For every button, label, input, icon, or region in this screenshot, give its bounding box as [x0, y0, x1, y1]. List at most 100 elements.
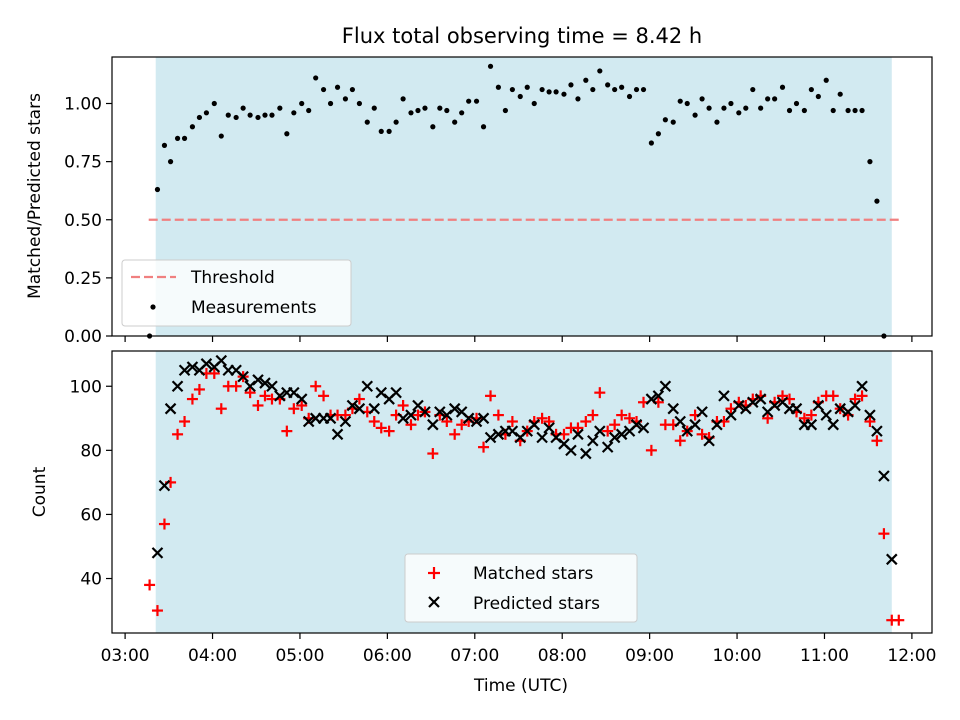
- matched-star-point: [296, 399, 308, 411]
- measurement-point: [867, 159, 873, 165]
- predicted-star-point: [689, 418, 701, 431]
- matched-legend-label: Matched stars: [473, 564, 593, 584]
- threshold-legend-label: Threshold: [190, 268, 275, 288]
- matched-star-point: [456, 419, 468, 431]
- measurements-legend-swatch: [150, 304, 156, 310]
- predicted-star-point: [536, 431, 548, 444]
- x-tick-label: 10:00: [713, 646, 762, 666]
- predicted-star-point: [601, 441, 614, 453]
- predicted-star-point: [274, 390, 286, 402]
- matched-star-point: [674, 435, 686, 447]
- measurement-point: [662, 117, 668, 123]
- y-tick-label: 1.00: [64, 95, 102, 115]
- matched-legend-swatch: [428, 567, 440, 579]
- x-tick-label: 12:00: [887, 646, 936, 666]
- predicted-star-point: [696, 406, 708, 418]
- matched-star-point: [645, 444, 657, 456]
- measurement-point: [299, 100, 305, 107]
- predicted-star-point: [346, 399, 359, 412]
- predicted-star-point: [339, 415, 352, 428]
- measurement-point: [480, 124, 487, 130]
- measurement-point: [277, 105, 283, 111]
- measurement-point: [823, 77, 829, 83]
- predicted-star-point: [492, 428, 505, 441]
- measurement-point: [430, 124, 436, 130]
- predicted-star-point: [608, 431, 621, 444]
- measurement-point: [452, 119, 458, 125]
- x-tick-label: 09:00: [625, 646, 674, 666]
- measurement-point: [161, 142, 168, 148]
- measurement-point: [349, 86, 356, 93]
- measurement-point: [706, 105, 712, 111]
- measurement-point: [255, 114, 261, 121]
- x-tick-label: 08:00: [538, 646, 587, 666]
- predicted-star-point: [361, 380, 374, 393]
- measurement-point: [612, 86, 618, 93]
- measurement-point: [539, 86, 545, 93]
- predicted-star-point: [252, 374, 264, 386]
- predicted-star-point: [484, 431, 497, 444]
- predicted-star-point: [827, 418, 839, 431]
- matched-star-point: [805, 409, 817, 421]
- measurement-point: [830, 107, 836, 114]
- measurement-point: [736, 110, 742, 116]
- measurement-point: [262, 112, 268, 118]
- measurement-point: [386, 128, 392, 134]
- measurement-point: [371, 105, 377, 111]
- matched-star-point: [172, 428, 184, 440]
- measurement-point: [342, 96, 349, 102]
- top-legend: Threshold Measurements: [121, 259, 352, 327]
- measurement-point: [459, 110, 465, 116]
- matched-star-point: [368, 416, 380, 427]
- measurement-point: [422, 105, 428, 111]
- measurement-point: [233, 114, 239, 121]
- predicted-star-point: [754, 393, 767, 405]
- measurement-point: [605, 82, 611, 88]
- matched-star-point: [594, 387, 606, 399]
- predicted-star-point: [733, 399, 745, 412]
- predicted-star-point: [186, 361, 199, 373]
- x-tick-label: 11:00: [800, 646, 849, 666]
- measurement-point: [561, 91, 567, 97]
- measurement-point: [655, 131, 661, 137]
- measurement-point: [626, 93, 633, 100]
- measurement-point: [167, 159, 174, 165]
- measurement-point: [154, 186, 161, 193]
- matched-star-point: [375, 422, 387, 434]
- measurement-point: [648, 140, 654, 146]
- measurements-legend-label: Measurements: [191, 298, 317, 318]
- predicted-star-point: [790, 402, 803, 415]
- measurement-point: [356, 100, 362, 107]
- predicted-star-point: [259, 377, 271, 389]
- predicted-star-point: [711, 418, 723, 431]
- measurement-point: [334, 84, 341, 90]
- matched-star-point: [864, 416, 876, 427]
- predicted-star-point: [543, 422, 555, 434]
- matched-star-point: [798, 412, 810, 424]
- measurement-point: [765, 96, 771, 102]
- measurement-point: [590, 86, 596, 93]
- measurement-point: [699, 96, 705, 102]
- measurement-point: [793, 100, 800, 107]
- measurement-point: [444, 107, 450, 114]
- measurement-point: [670, 119, 676, 125]
- matched-star-point: [506, 416, 518, 427]
- matched-star-point: [405, 419, 417, 431]
- top-panel: 0.00 0.25 0.50 0.75 1.00 Matched/Predicted s…: [25, 56, 933, 347]
- matched-star-point: [449, 428, 461, 440]
- predicted-star-point: [565, 444, 577, 457]
- measurement-point: [437, 105, 443, 111]
- measurement-point: [487, 63, 494, 69]
- matched-star-point: [849, 393, 861, 405]
- predicted-star-point: [856, 380, 868, 393]
- matched-star-point: [427, 448, 439, 460]
- matched-star-point: [536, 412, 548, 424]
- matched-star-point: [492, 409, 504, 421]
- measurement-point: [313, 75, 319, 81]
- top-x-ticks: [124, 336, 913, 342]
- predicted-star-point: [667, 402, 680, 415]
- bottom-x-ticks: 03:00 04:00 05:00 06:00 07:00 08:00 09:00 10:00…: [101, 633, 936, 666]
- predicted-star-point: [645, 393, 658, 405]
- y-tick-label: 0.25: [64, 269, 102, 289]
- bottom-legend: Matched stars Predicted stars: [404, 553, 638, 623]
